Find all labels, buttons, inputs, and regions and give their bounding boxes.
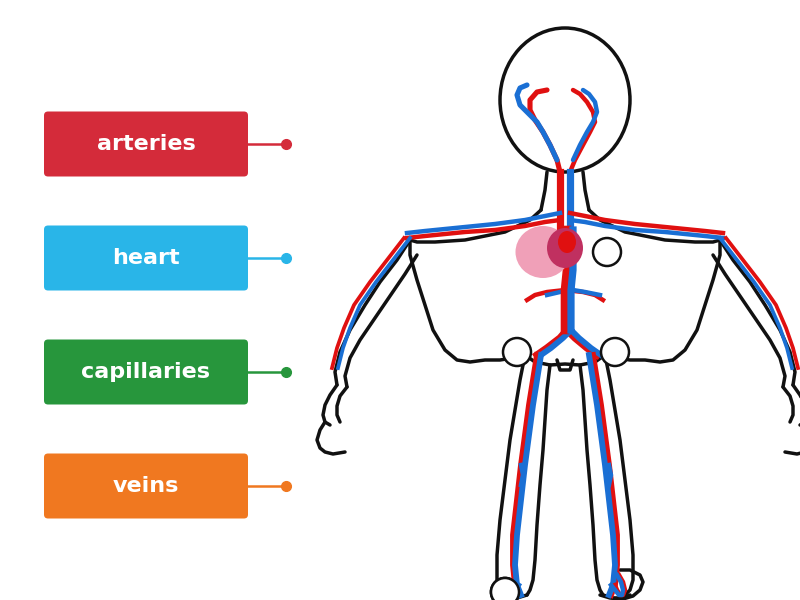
Text: arteries: arteries [97,134,195,154]
FancyBboxPatch shape [44,340,248,404]
Circle shape [601,338,629,366]
Circle shape [491,578,519,600]
FancyBboxPatch shape [44,226,248,290]
Circle shape [503,338,531,366]
Text: capillaries: capillaries [82,362,210,382]
Ellipse shape [515,226,570,278]
Circle shape [593,238,621,266]
FancyBboxPatch shape [44,112,248,176]
Circle shape [491,578,519,600]
FancyBboxPatch shape [44,454,248,518]
Ellipse shape [558,231,576,253]
Text: veins: veins [113,476,179,496]
Ellipse shape [547,228,583,268]
Text: heart: heart [112,248,180,268]
